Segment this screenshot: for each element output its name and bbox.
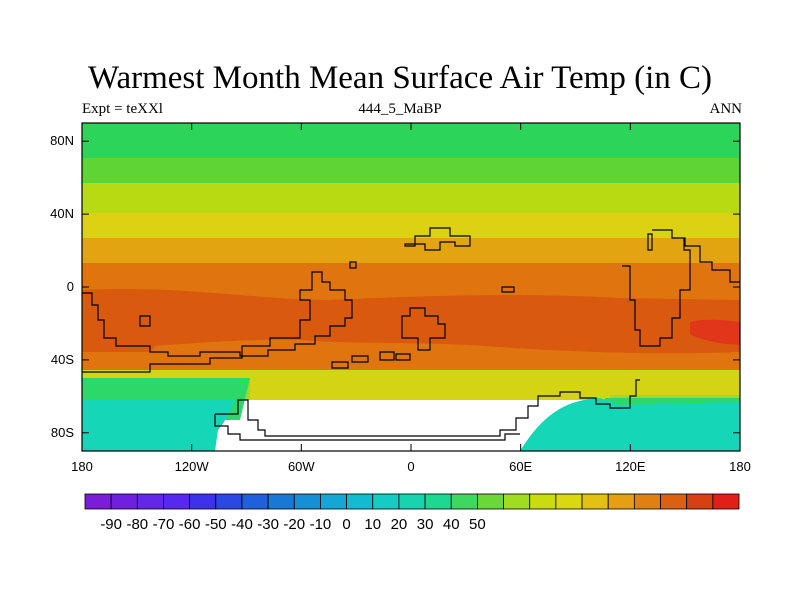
coastline-africa — [401, 307, 446, 351]
colorbar-swatch — [424, 493, 452, 510]
colorbar-label: 20 — [391, 516, 408, 533]
colorbar-swatch — [293, 493, 321, 510]
coastline-asia-europe — [404, 227, 471, 251]
field-band-north-mid — [82, 183, 740, 213]
field-hot-west — [82, 300, 170, 352]
lat-tick-label: 40S — [51, 352, 74, 367]
field-band-subtropic — [82, 238, 740, 263]
colorbar-labels: -90 -80 -70 -60 -50 -40 -30 -20 -10 0 10 20 30 40 50 — [100, 516, 485, 533]
temperature-field — [82, 123, 740, 451]
lon-tick-label: 60W — [288, 459, 315, 474]
colorbar-swatch — [660, 493, 688, 510]
colorbar-label: 40 — [443, 516, 460, 533]
colorbar-swatch — [372, 493, 400, 510]
colorbar-swatch — [110, 493, 138, 510]
field-band-north-high — [82, 158, 740, 183]
colorbar-label: -10 — [310, 516, 332, 533]
colorbar-swatch — [712, 493, 740, 510]
colorbar-swatch — [529, 493, 557, 510]
field-antarctic — [82, 398, 740, 451]
colorbar-label: -20 — [283, 516, 305, 533]
colorbar-label: -50 — [205, 516, 227, 533]
lon-tick-label: 180 — [71, 459, 93, 474]
field-band-north-low — [82, 213, 740, 238]
field-hot-belt — [82, 288, 740, 354]
colorbar-swatch — [503, 493, 531, 510]
colorbar-swatch — [320, 493, 348, 510]
field-hotspot — [690, 319, 740, 345]
colorbar-swatch — [450, 493, 478, 510]
continent-outlines — [82, 227, 740, 441]
colorbar-swatch — [136, 493, 164, 510]
colorbar-swatch — [84, 493, 112, 510]
colorbar-swatch — [633, 493, 661, 510]
colorbar-swatch — [163, 493, 191, 510]
experiment-label: Expt = teXXl — [82, 101, 163, 117]
colorbar-label: -90 — [100, 516, 122, 533]
colorbar-label: -60 — [179, 516, 201, 533]
colorbar-swatch — [581, 493, 609, 510]
colorbar-swatch — [555, 493, 583, 510]
colorbar-swatch — [398, 493, 426, 510]
season-label: ANN — [709, 101, 743, 117]
colorbar-swatch — [267, 493, 295, 510]
lat-tick-label: 40N — [50, 206, 74, 221]
colorbar-label: -40 — [231, 516, 253, 533]
colorbar-swatch — [189, 493, 217, 510]
coastline-americas-west — [82, 271, 353, 373]
colorbar-label: 0 — [342, 516, 350, 533]
colorbar-swatch — [686, 493, 714, 510]
colorbar-swatch — [346, 493, 374, 510]
colorbar-swatch — [241, 493, 269, 510]
colorbar-label: -80 — [126, 516, 148, 533]
coastline-east — [622, 229, 740, 347]
colorbar — [84, 493, 740, 510]
coastline-small-islands — [139, 233, 653, 369]
colorbar-swatch — [215, 493, 243, 510]
lon-tick-label: 60E — [509, 459, 532, 474]
latitude-axis: 80N 40N 0 40S 80S — [50, 133, 740, 440]
colorbar-swatch — [607, 493, 635, 510]
lat-tick-label: 0 — [67, 279, 74, 294]
colorbar-label: 10 — [364, 516, 381, 533]
colorbar-label: 30 — [417, 516, 434, 533]
longitude-axis: 180 120W 60W 0 60E 120E 180 — [71, 123, 751, 474]
colorbar-swatch — [476, 493, 504, 510]
coastline-antarctica — [214, 379, 640, 441]
lon-tick-label: 120E — [615, 459, 646, 474]
colorbar-label: -70 — [153, 516, 175, 533]
field-south-ocean — [82, 378, 740, 425]
lat-tick-label: 80N — [50, 133, 74, 148]
map-title: Warmest Month Mean Surface Air Temp (in … — [87, 60, 713, 96]
lat-tick-label: 80S — [51, 425, 74, 440]
colorbar-label: 50 — [469, 516, 486, 533]
colorbar-label: -30 — [257, 516, 279, 533]
period-label: 444_5_MaBP — [358, 101, 442, 117]
lon-tick-label: 180 — [729, 459, 751, 474]
lon-tick-label: 120W — [175, 459, 210, 474]
lon-tick-label: 0 — [407, 459, 414, 474]
